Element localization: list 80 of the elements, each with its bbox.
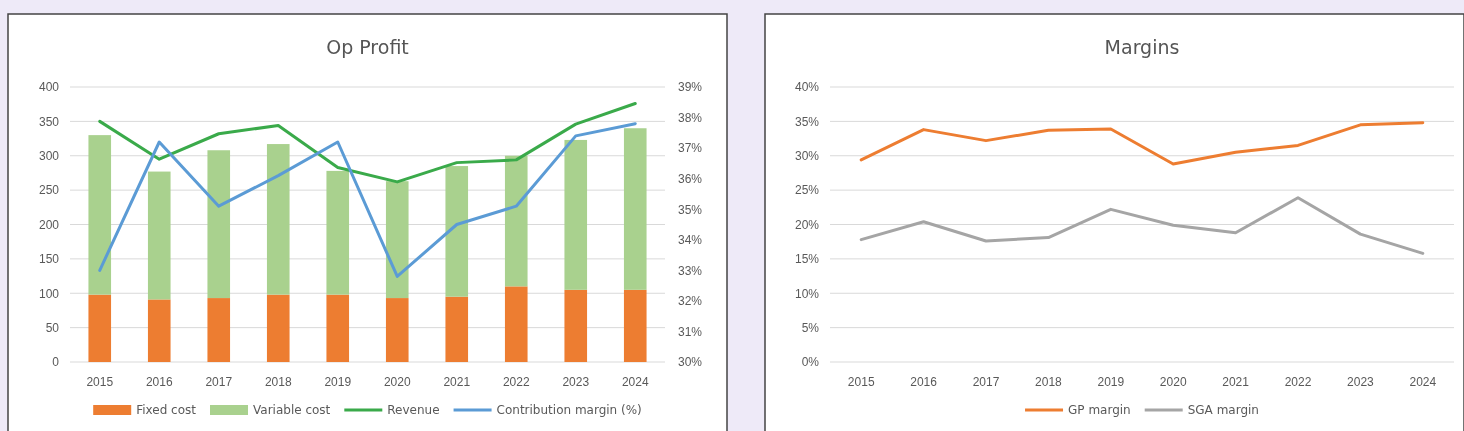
line-series [98, 122, 637, 278]
x-tick-label: 2019 [324, 374, 352, 389]
x-tick-label: 2020 [1159, 374, 1187, 389]
y-tick-label: 0 [52, 355, 60, 370]
y2-tick-label: 32% [678, 294, 703, 309]
bar [207, 150, 231, 299]
y-tick-label: 40% [794, 80, 820, 95]
legend-label: GP margin [1068, 403, 1131, 417]
line-series [859, 196, 1425, 255]
bar [504, 286, 528, 362]
y2-tick-label: 36% [678, 172, 703, 187]
y-tick-label: 250 [38, 183, 60, 198]
bar [326, 294, 350, 362]
x-tick-label: 2015 [847, 374, 875, 389]
chart-title: Margins [1104, 36, 1180, 58]
x-tick-label: 2022 [502, 374, 530, 389]
y-tick-label: 30% [794, 149, 820, 164]
x-tick-label: 2018 [1035, 374, 1063, 389]
x-tick-label: 2017 [972, 374, 1000, 389]
bar [88, 294, 112, 362]
bar [207, 298, 231, 362]
x-tick-label: 2015 [86, 374, 114, 389]
x-tick-label: 2018 [264, 374, 292, 389]
y-tick-label: 50 [45, 320, 60, 335]
x-tick-label: 2021 [443, 374, 471, 389]
y2-tick-label: 34% [678, 233, 703, 248]
y-tick-label: 350 [38, 114, 60, 129]
bar [326, 170, 350, 295]
y-tick-label: 10% [794, 286, 820, 301]
legend-label: SGA margin [1187, 403, 1259, 417]
bar [385, 181, 409, 299]
x-tick-label: 2019 [1097, 374, 1125, 389]
bar [445, 296, 469, 362]
x-tick-label: 2023 [1347, 374, 1375, 389]
bar [564, 289, 588, 362]
x-tick-label: 2020 [383, 374, 411, 389]
chart-title: Op Profit [326, 36, 409, 58]
x-tick-label: 2017 [205, 374, 233, 389]
y-tick-label: 20% [794, 217, 820, 232]
bar [147, 299, 171, 362]
y-tick-label: 200 [38, 217, 60, 232]
bar [266, 144, 290, 295]
line-series [859, 121, 1425, 166]
y-tick-label: 0% [801, 355, 820, 370]
x-tick-label: 2024 [1409, 374, 1437, 389]
x-tick-label: 2022 [1284, 374, 1312, 389]
bar [385, 298, 409, 362]
bar [266, 294, 290, 362]
legend-label: Variable cost [253, 403, 331, 417]
x-tick-label: 2024 [621, 374, 649, 389]
legend-label: Revenue [387, 403, 440, 417]
y2-tick-label: 33% [678, 263, 703, 278]
bar [623, 289, 647, 362]
x-tick-label: 2016 [910, 374, 938, 389]
y-tick-label: 300 [38, 149, 60, 164]
y-tick-label: 25% [794, 183, 820, 198]
y2-tick-label: 39% [678, 80, 703, 95]
y-tick-label: 15% [794, 252, 820, 267]
bar [445, 166, 469, 297]
y2-tick-label: 30% [678, 355, 703, 370]
bar [564, 139, 588, 290]
y-tick-label: 400 [38, 80, 60, 95]
x-tick-label: 2023 [562, 374, 590, 389]
x-tick-label: 2021 [1222, 374, 1250, 389]
y2-tick-label: 38% [678, 110, 703, 125]
y-tick-label: 35% [794, 114, 820, 129]
legend-label: Contribution margin (%) [496, 403, 642, 417]
legend-label: Fixed cost [136, 403, 197, 417]
y2-tick-label: 31% [678, 324, 703, 339]
bar [147, 171, 171, 300]
bar [504, 155, 528, 287]
y-tick-label: 100 [38, 286, 60, 301]
y2-tick-label: 35% [678, 202, 703, 217]
bar [88, 135, 112, 295]
x-tick-label: 2016 [145, 374, 173, 389]
bar [623, 128, 647, 290]
y-tick-label: 150 [38, 252, 60, 267]
line-series [98, 102, 637, 184]
y-tick-label: 5% [801, 320, 820, 335]
y2-tick-label: 37% [678, 141, 703, 156]
